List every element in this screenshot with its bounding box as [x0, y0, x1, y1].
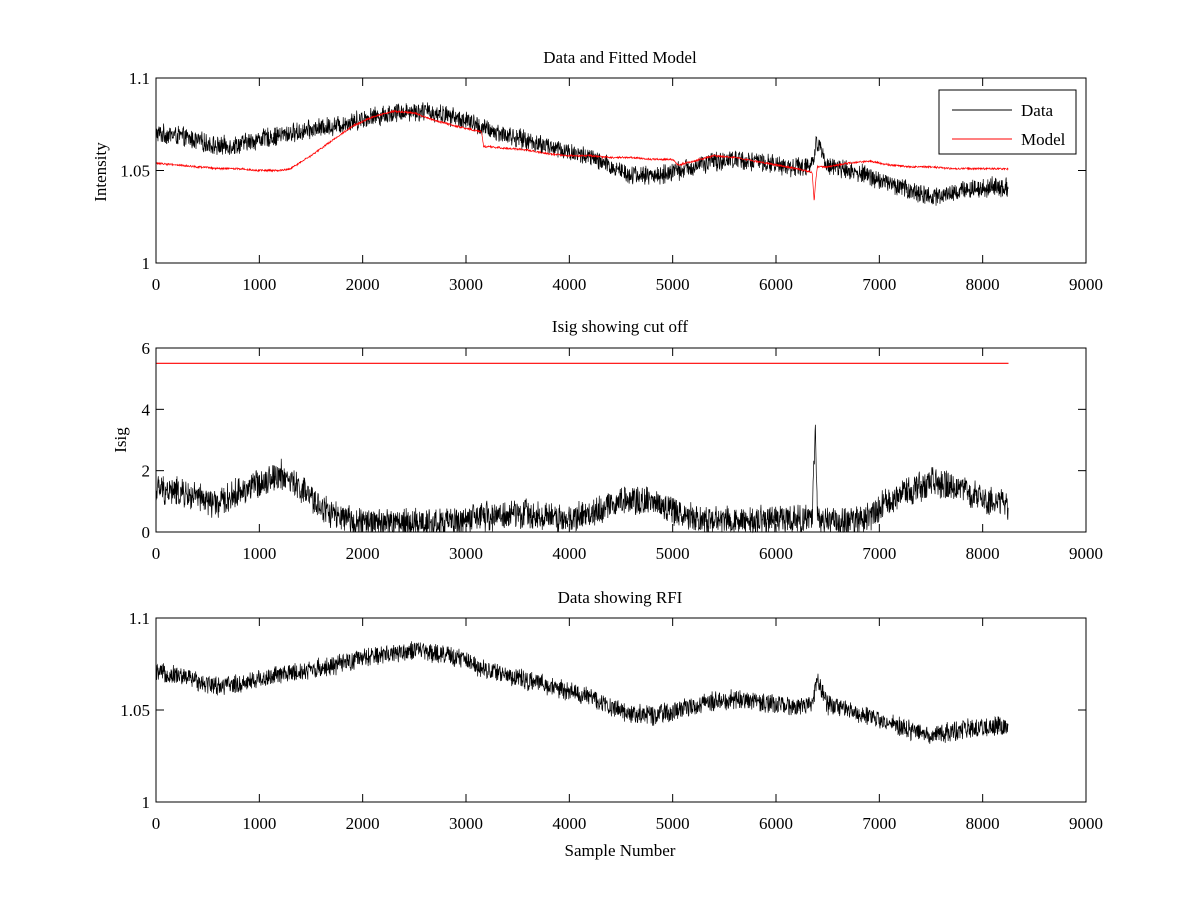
- x-tick-label: 4000: [552, 544, 586, 563]
- panel-1-ylabel: Intensity: [91, 142, 110, 202]
- x-tick-label: 4000: [552, 275, 586, 294]
- panel-2-axes: 0 1000 2000 3000 4000 5000 6000 7000 8000 9000 0 2 4…: [142, 339, 1104, 563]
- panel-1-title: Data and Fitted Model: [543, 48, 697, 67]
- x-tick-label: 3000: [449, 544, 483, 563]
- legend-box: [938, 89, 1077, 155]
- x-tick-label: 1000: [242, 814, 276, 833]
- x-tick-label: 0: [152, 544, 161, 563]
- x-axis-label: Sample Number: [565, 841, 676, 860]
- series-line-panel-2-1: [155, 424, 1009, 534]
- legend: Data Model: [938, 89, 1077, 155]
- series-line-data: [155, 102, 1009, 206]
- x-tick-label: 8000: [966, 275, 1000, 294]
- panel-3-series: [155, 641, 1009, 744]
- y-tick-label: 1.05: [120, 162, 150, 181]
- y-tick-label: 0: [142, 523, 151, 542]
- panel-data-and-model: Data and Fitted Model Intensity 0 1000 200…: [91, 48, 1103, 294]
- x-tick-label: 9000: [1069, 275, 1103, 294]
- panel-2-title: Isig showing cut off: [552, 317, 688, 336]
- x-tick-label: 4000: [552, 814, 586, 833]
- legend-model-label: Model: [1021, 130, 1066, 149]
- x-tick-label: 7000: [862, 544, 896, 563]
- panel-2-ylabel: Isig: [111, 427, 130, 453]
- x-tick-label: 6000: [759, 544, 793, 563]
- series-line-model: [155, 109, 1009, 201]
- y-tick-label: 1: [142, 793, 151, 812]
- x-tick-label: 0: [152, 275, 161, 294]
- x-tick-label: 6000: [759, 814, 793, 833]
- x-tick-label: 1000: [242, 544, 276, 563]
- x-tick-label: 8000: [966, 814, 1000, 833]
- y-tick-label: 1: [142, 254, 151, 273]
- legend-data-label: Data: [1021, 101, 1054, 120]
- x-tick-label: 5000: [656, 275, 690, 294]
- x-tick-label: 3000: [449, 814, 483, 833]
- y-tick-label: 4: [142, 400, 151, 419]
- panel-data-rfi: Data showing RFI 0 1000 2000 3000 4000 5000 60…: [120, 588, 1103, 860]
- x-tick-label: 5000: [656, 814, 690, 833]
- x-tick-label: 7000: [862, 814, 896, 833]
- panel-isig: Isig showing cut off Isig 0 1000 2000 3000 4…: [111, 317, 1103, 563]
- x-tick-label: 2000: [346, 814, 380, 833]
- y-tick-label: 1.1: [129, 69, 150, 88]
- panel-1-series: [155, 102, 1009, 206]
- x-tick-label: 5000: [656, 544, 690, 563]
- x-tick-label: 0: [152, 814, 161, 833]
- x-tick-label: 3000: [449, 275, 483, 294]
- x-tick-label: 9000: [1069, 544, 1103, 563]
- x-tick-label: 9000: [1069, 814, 1103, 833]
- x-tick-label: 6000: [759, 275, 793, 294]
- x-tick-label: 2000: [346, 544, 380, 563]
- y-tick-label: 6: [142, 339, 151, 358]
- x-tick-label: 8000: [966, 544, 1000, 563]
- panel-3-title: Data showing RFI: [558, 588, 683, 607]
- series-line-panel-3-1: [155, 641, 1009, 744]
- x-tick-label: 2000: [346, 275, 380, 294]
- y-tick-label: 2: [142, 462, 151, 481]
- y-tick-label: 1.05: [120, 701, 150, 720]
- x-tick-label: 7000: [862, 275, 896, 294]
- panel-3-axes: 0 1000 2000 3000 4000 5000 6000 7000 8000 9000 1 1.…: [120, 609, 1103, 833]
- panel-1-axes: 0 1000 2000 3000 4000 5000 6000 7000 8000 9000 1 1.…: [120, 69, 1103, 294]
- x-tick-label: 1000: [242, 275, 276, 294]
- y-tick-label: 1.1: [129, 609, 150, 628]
- panel-2-series: [155, 362, 1009, 534]
- axes-frame: [155, 347, 1087, 533]
